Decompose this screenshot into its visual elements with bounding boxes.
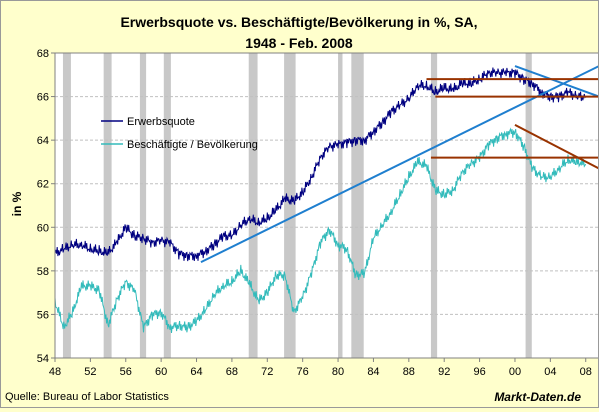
legend-label-erwerbsquote: Erwerbsquote xyxy=(127,116,195,128)
recession-band xyxy=(248,53,258,358)
chart-title: Erwerbsquote vs. Beschäftigte/Bevölkerun… xyxy=(120,14,477,30)
gridlines xyxy=(55,96,599,315)
x-tick-label: 48 xyxy=(49,366,61,378)
brand-label: Markt-Daten.de xyxy=(494,390,581,404)
plot-border xyxy=(54,52,599,359)
x-tick-label: 04 xyxy=(544,366,556,378)
x-tick-label: 64 xyxy=(190,366,202,378)
y-tick-label: 66 xyxy=(37,92,49,104)
y-tick-label: 58 xyxy=(37,266,49,278)
recession-band xyxy=(284,53,296,358)
series-line-1 xyxy=(54,127,587,334)
trend-line xyxy=(514,124,599,170)
axes: 54 56 58 60 62 64 66 68 48 52 56 60 64 68 72 76 80 84 88 92… xyxy=(37,48,599,378)
legend: Erwerbsquote Beschäftigte / Bevölkerung xyxy=(101,116,258,151)
x-tick-label: 00 xyxy=(509,366,521,378)
x-tick-label: 92 xyxy=(438,366,450,378)
recession-band xyxy=(103,53,112,358)
series-lines xyxy=(54,67,587,334)
y-tick-label: 54 xyxy=(37,353,49,365)
legend-label-beschaeftigte: Beschäftigte / Bevölkerung xyxy=(127,139,258,151)
x-tick-label: 52 xyxy=(84,366,96,378)
x-tick-label: 80 xyxy=(332,366,344,378)
x-tick-label: 96 xyxy=(473,366,485,378)
y-tick-label: 56 xyxy=(37,309,49,321)
x-tick-label: 72 xyxy=(261,366,273,378)
y-tick-label: 60 xyxy=(37,222,49,234)
chart-subtitle: 1948 - Feb. 2008 xyxy=(245,35,353,51)
plot-background xyxy=(55,53,599,358)
y-axis-label: in % xyxy=(10,191,24,216)
source-note: Quelle: Bureau of Labor Statistics xyxy=(5,391,169,403)
recession-bands xyxy=(62,53,532,358)
recession-band xyxy=(525,53,532,358)
x-tick-label: 76 xyxy=(297,366,309,378)
x-tick-label: 56 xyxy=(120,366,132,378)
recession-band xyxy=(139,53,147,358)
trend-line xyxy=(514,65,599,98)
trend-lines xyxy=(200,65,599,264)
recession-band xyxy=(62,53,71,358)
recession-band xyxy=(430,53,438,358)
y-tick-label: 62 xyxy=(37,179,49,191)
x-tick-label: 68 xyxy=(226,366,238,378)
recession-band xyxy=(163,53,171,358)
recession-band xyxy=(338,53,343,358)
x-tick-label: 60 xyxy=(155,366,167,378)
trend-line xyxy=(200,65,599,264)
y-tick-label: 64 xyxy=(37,135,49,147)
plot-area xyxy=(55,53,599,358)
y-tick-label: 68 xyxy=(37,48,49,60)
recession-band xyxy=(351,53,364,358)
x-tick-label: 84 xyxy=(367,366,379,378)
x-tick-label: 08 xyxy=(580,366,592,378)
x-tick-label: 88 xyxy=(403,366,415,378)
series-line-0 xyxy=(54,67,587,262)
